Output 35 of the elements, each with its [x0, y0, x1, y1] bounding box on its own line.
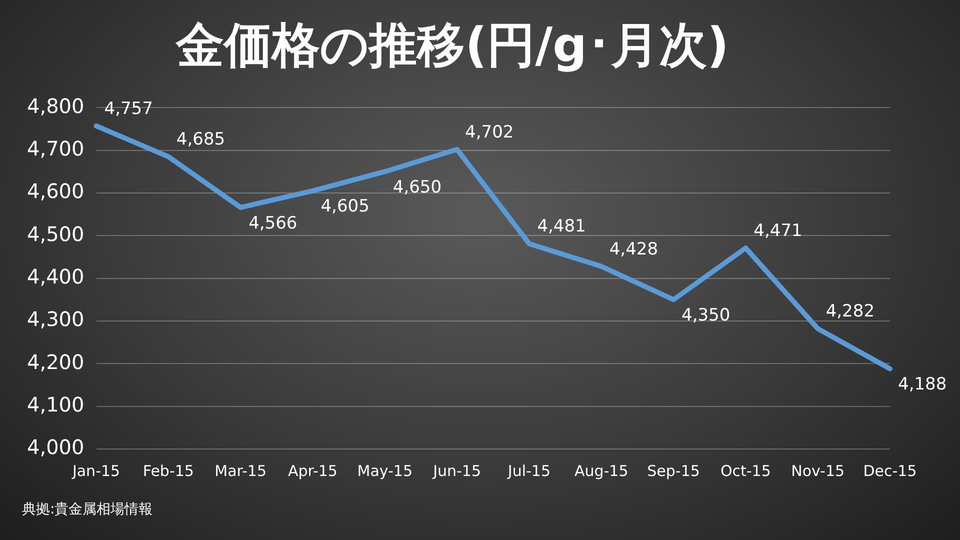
x-tick-label: May-15 [357, 462, 413, 480]
data-label: 4,702 [465, 122, 514, 142]
x-tick-label: Jul-15 [506, 462, 551, 480]
data-label: 4,566 [248, 213, 298, 234]
x-tick-label: Nov-15 [791, 462, 845, 480]
x-tick-label: Apr-15 [288, 462, 338, 480]
text: 典拠:貴金属相場情報 [22, 502, 153, 518]
x-tick-label: Mar-15 [214, 462, 266, 480]
data-label: 4,282 [826, 302, 875, 322]
y-tick-label: 4,500 [26, 222, 84, 246]
x-tick-label: Dec-15 [863, 462, 917, 480]
y-tick-label: 4,600 [26, 179, 84, 204]
data-label: 4,685 [176, 130, 226, 150]
data-label: 4,481 [537, 216, 586, 237]
data-label: 4,428 [609, 239, 658, 260]
x-tick-label: Aug-15 [574, 462, 628, 480]
y-tick-label: 4,700 [26, 136, 84, 160]
x-tick-label: Feb-15 [142, 462, 194, 480]
y-tick-label: 4,200 [26, 350, 84, 374]
y-tick-label: 4,400 [26, 264, 84, 289]
data-label: 4,650 [392, 178, 442, 198]
x-tick-label: Jan-15 [71, 462, 120, 480]
x-tick-label: Sep-15 [647, 462, 700, 480]
data-label: 4,757 [104, 98, 153, 119]
data-label: 4,471 [754, 220, 802, 241]
x-tick-label: Jun-15 [432, 462, 482, 480]
y-tick-label: 4,300 [26, 307, 84, 332]
data-label: 4,188 [898, 374, 947, 395]
data-label: 4,350 [682, 306, 730, 326]
y-tick-label: 4,100 [26, 392, 84, 417]
x-tick-label: Oct-15 [720, 462, 771, 480]
data-label: 4,605 [320, 196, 370, 217]
y-tick-label: 4,000 [26, 435, 84, 460]
chart-title: 金価格の推移(円/g･月次) [175, 17, 729, 74]
y-tick-label: 4,800 [26, 94, 84, 118]
